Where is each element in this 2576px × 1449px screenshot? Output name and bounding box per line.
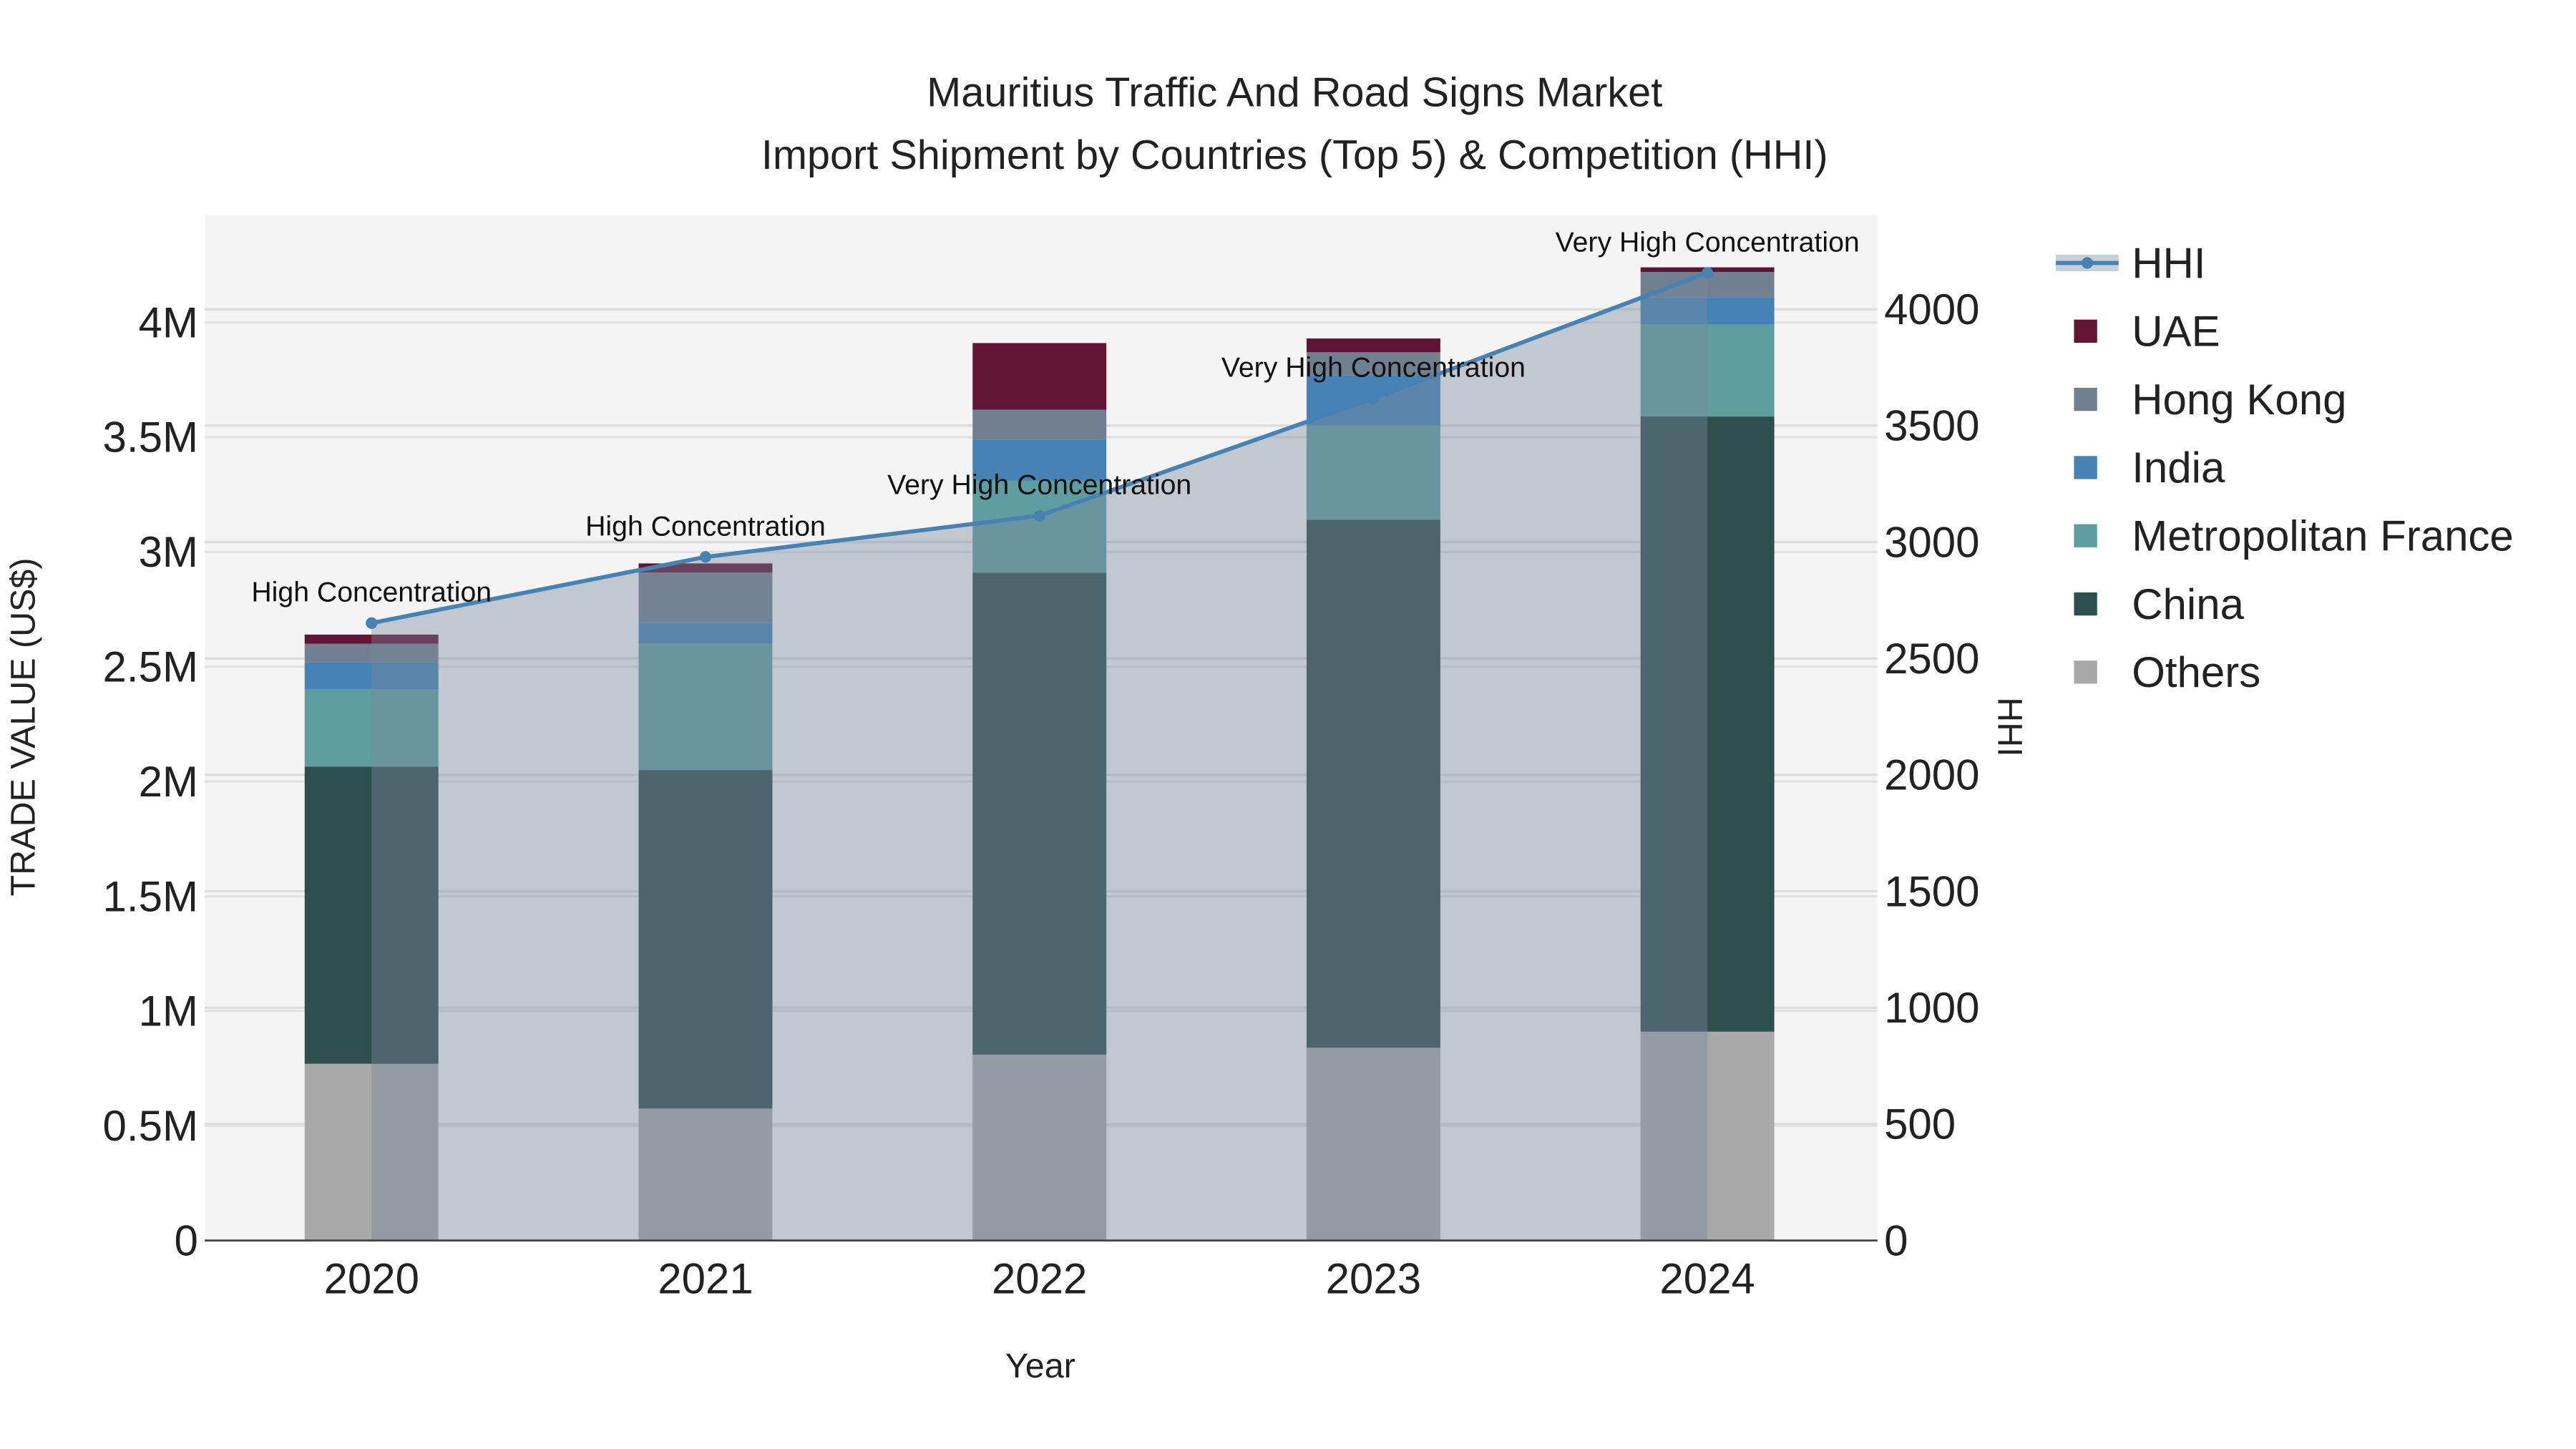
bar-hong-kong: [1306, 352, 1440, 376]
x-axis-label: Year: [1005, 1347, 1075, 1385]
hhi-point: [1033, 509, 1045, 522]
y2-axis-ticks: 0 500 1000 1500 2000 2500 3000 3500 4000: [1884, 286, 1979, 1265]
y-axis-label: TRADE VALUE (US$): [4, 557, 42, 896]
legend-swatch: [2074, 456, 2097, 479]
hhi-point: [366, 617, 378, 629]
y-tick-label: 4M: [139, 298, 198, 346]
y2-tick-label: 2500: [1884, 635, 1979, 683]
bar-metropolitan-france: [638, 643, 773, 771]
y-tick-label: 3M: [139, 528, 198, 576]
bar-others: [304, 1063, 439, 1241]
bar-china: [972, 572, 1107, 1055]
y2-tick-label: 4000: [1884, 286, 1979, 333]
legend-label: Others: [2132, 648, 2260, 696]
x-tick-label: 2022: [992, 1255, 1087, 1303]
legend-swatch: [2074, 592, 2097, 616]
bar-metropolitan-france: [1306, 425, 1440, 520]
legend-label: India: [2132, 444, 2225, 492]
y-tick-label: 0.5M: [103, 1102, 198, 1150]
bar-india: [638, 623, 773, 644]
annotations: High Concentration High Concentration Very…: [251, 226, 1859, 608]
y2-tick-label: 3500: [1884, 402, 1979, 450]
bar-others: [638, 1108, 773, 1241]
legend-label: Metropolitan France: [2132, 512, 2514, 560]
y2-tick-label: 3000: [1884, 518, 1979, 566]
bar-india: [304, 662, 439, 690]
legend-label: HHI: [2132, 239, 2205, 287]
bar-others: [972, 1054, 1107, 1241]
bar-china: [638, 770, 773, 1109]
hhi-point: [1367, 392, 1380, 404]
bar-others: [1640, 1031, 1775, 1241]
legend-swatch-hhi-point: [2081, 257, 2093, 269]
legend-label: China: [2132, 580, 2244, 628]
legend-swatch: [2074, 319, 2097, 343]
y-tick-label: 0: [175, 1216, 198, 1264]
y2-tick-label: 0: [1884, 1216, 1908, 1264]
bar-hong-kong: [304, 643, 439, 663]
legend: HHI UAE Hong Kong India Metropolitan France C…: [2056, 239, 2514, 696]
bar-metropolitan-france: [304, 689, 439, 767]
y-axis-ticks: 0 0.5M 1M 1.5M 2M 2.5M 3M 3.5M 4M: [103, 298, 198, 1264]
bar-uae: [304, 634, 439, 644]
legend-swatch: [2074, 660, 2097, 684]
hhi-annotation: Very High Concentration: [887, 469, 1191, 501]
bar-india: [1640, 297, 1775, 325]
hhi-annotation: Very High Concentration: [1221, 352, 1526, 384]
bar-india: [972, 439, 1107, 481]
legend-swatch: [2074, 387, 2097, 411]
y2-tick-label: 1500: [1884, 867, 1979, 915]
bar-uae: [972, 343, 1107, 410]
bar-china: [304, 766, 439, 1064]
bar-uae: [638, 563, 773, 573]
x-tick-label: 2020: [323, 1255, 419, 1303]
hhi-annotation: Very High Concentration: [1556, 226, 1860, 258]
bar-metropolitan-france: [1640, 324, 1775, 417]
y2-tick-label: 2000: [1884, 751, 1979, 799]
bar-hong-kong: [972, 409, 1107, 440]
chart-title: Mauritius Traffic And Road Signs Market: [927, 69, 1662, 115]
y-tick-label: 3.5M: [103, 414, 198, 462]
hhi-area: [371, 273, 1708, 1241]
x-tick-label: 2023: [1326, 1255, 1421, 1303]
bars: [304, 267, 1775, 1241]
y-tick-label: 2.5M: [103, 643, 198, 691]
chart-subtitle: Import Shipment by Countries (Top 5) & C…: [761, 132, 1828, 178]
y2-tick-label: 500: [1884, 1101, 1956, 1148]
bar-china: [1640, 416, 1775, 1032]
bar-hong-kong: [638, 572, 773, 623]
bar-others: [1306, 1048, 1440, 1241]
y-tick-label: 2M: [139, 758, 198, 806]
legend-label: Hong Kong: [2132, 376, 2346, 424]
hhi-point: [699, 551, 712, 563]
x-axis-ticks: 2020 2021 2022 2023 2024: [323, 1255, 1755, 1303]
bar-metropolitan-france: [972, 480, 1107, 573]
x-tick-label: 2021: [658, 1255, 753, 1303]
y2-axis-label: HHI: [1990, 697, 2029, 756]
x-tick-label: 2024: [1659, 1255, 1755, 1303]
bar-china: [1306, 519, 1440, 1048]
hhi-annotation: High Concentration: [585, 510, 826, 542]
legend-swatch: [2074, 524, 2097, 547]
y2-tick-label: 1000: [1884, 984, 1979, 1032]
y-tick-label: 1M: [139, 987, 198, 1035]
hhi-annotation: High Concentration: [251, 577, 492, 608]
hhi-points: [366, 267, 1714, 629]
bar-uae: [1306, 338, 1440, 353]
legend-label: UAE: [2132, 308, 2220, 356]
hhi-point: [1702, 267, 1714, 279]
y-tick-label: 1.5M: [103, 872, 198, 920]
